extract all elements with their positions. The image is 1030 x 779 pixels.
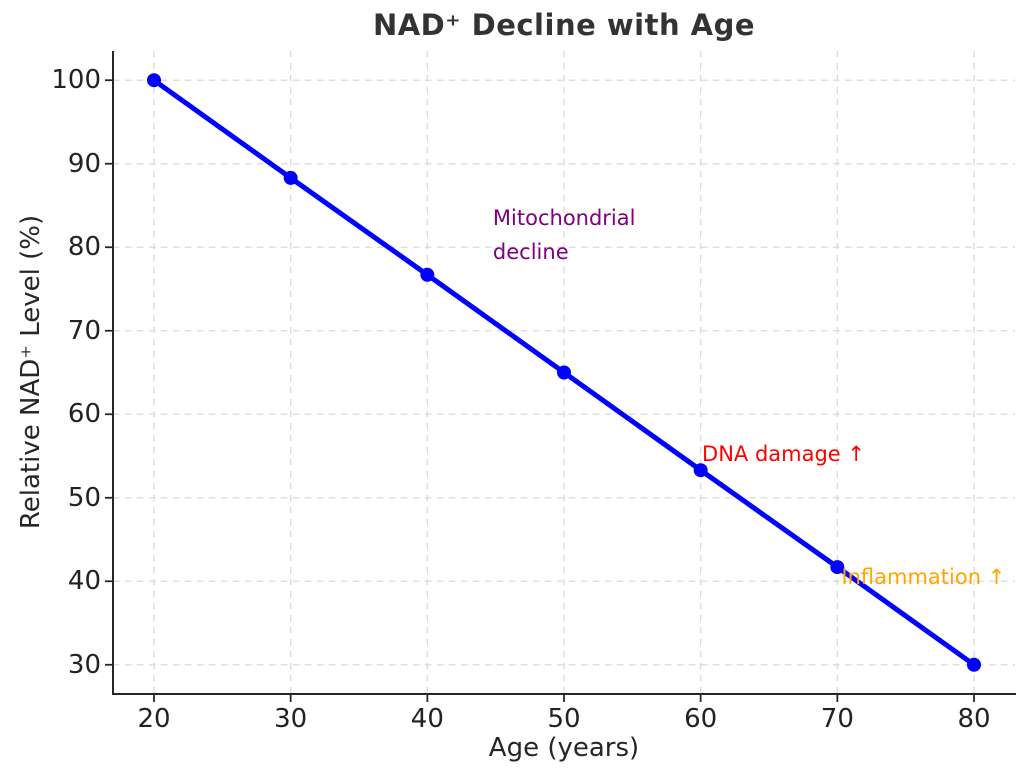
data-point-marker [830, 560, 845, 575]
y-tick-label: 50 [67, 482, 101, 513]
data-point-marker [420, 267, 435, 282]
annotation-dna-damage: DNA damage ↑ [702, 441, 865, 466]
data-point-marker [557, 365, 571, 380]
annotation-mitochondrial-decline: Mitochondrial decline [492, 206, 636, 265]
data-point-marker [147, 73, 161, 88]
x-tick-label: 70 [820, 704, 854, 734]
y-tick-label: 80 [67, 232, 101, 263]
x-tick-label: 60 [684, 704, 718, 734]
x-tick-label: 80 [957, 704, 991, 734]
y-tick-label: 40 [67, 566, 101, 597]
annotation-inflammation: Inflammation ↑ [841, 565, 1006, 590]
x-tick-label: 30 [274, 704, 308, 734]
y-tick-label: 30 [67, 649, 101, 680]
y-tick-label: 100 [51, 65, 101, 96]
data-point-marker [693, 463, 708, 478]
chart-title: NAD⁺ Decline with Age [372, 8, 756, 42]
data-point-marker [283, 170, 298, 185]
x-tick-label: 20 [137, 704, 171, 734]
y-tick-label: 90 [67, 148, 101, 179]
data-point-marker [967, 657, 981, 672]
x-axis-label: Age (years) [488, 733, 640, 763]
y-tick-label: 70 [67, 315, 101, 346]
y-tick-label: 60 [67, 399, 101, 430]
x-tick-label: 50 [547, 704, 581, 734]
x-tick-label: 40 [410, 704, 444, 734]
